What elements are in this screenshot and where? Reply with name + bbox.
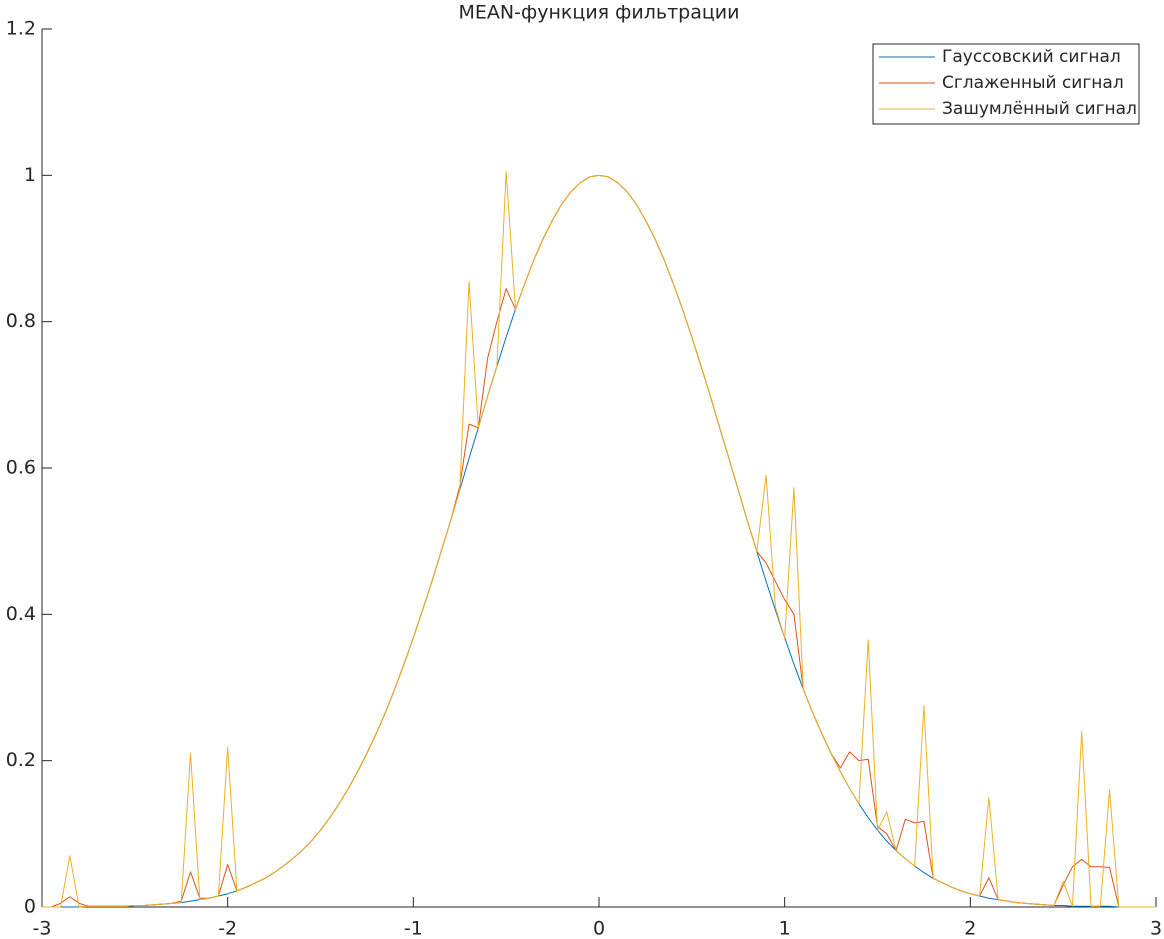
legend-label: Гауссовский сигнал bbox=[942, 47, 1121, 67]
y-tick-label: 0.8 bbox=[6, 310, 36, 332]
x-tick-label: -2 bbox=[218, 918, 237, 939]
y-tick-label: 1.2 bbox=[6, 18, 36, 40]
y-tick-label: 0.4 bbox=[6, 603, 36, 625]
x-tick-label: 2 bbox=[964, 918, 976, 939]
chart-title: MEAN-функция фильтрации bbox=[459, 2, 740, 24]
x-tick-label: -3 bbox=[33, 918, 52, 939]
x-tick-label: 0 bbox=[593, 918, 605, 939]
legend: Гауссовский сигнал Сглаженный сигнал Зашум… bbox=[872, 43, 1140, 125]
series-line bbox=[42, 171, 1156, 908]
x-tick-label: 3 bbox=[1150, 918, 1162, 939]
legend-label: Зашумлённый сигнал bbox=[942, 99, 1137, 119]
x-tick-label: -1 bbox=[404, 918, 423, 939]
y-tick-label: 0 bbox=[24, 896, 36, 918]
legend-label: Сглаженный сигнал bbox=[942, 73, 1124, 93]
y-tick-label: 0.2 bbox=[6, 749, 36, 771]
y-tick-label: 1 bbox=[24, 164, 36, 186]
x-tick-label: 1 bbox=[779, 918, 791, 939]
y-tick-label: 0.6 bbox=[6, 457, 36, 479]
